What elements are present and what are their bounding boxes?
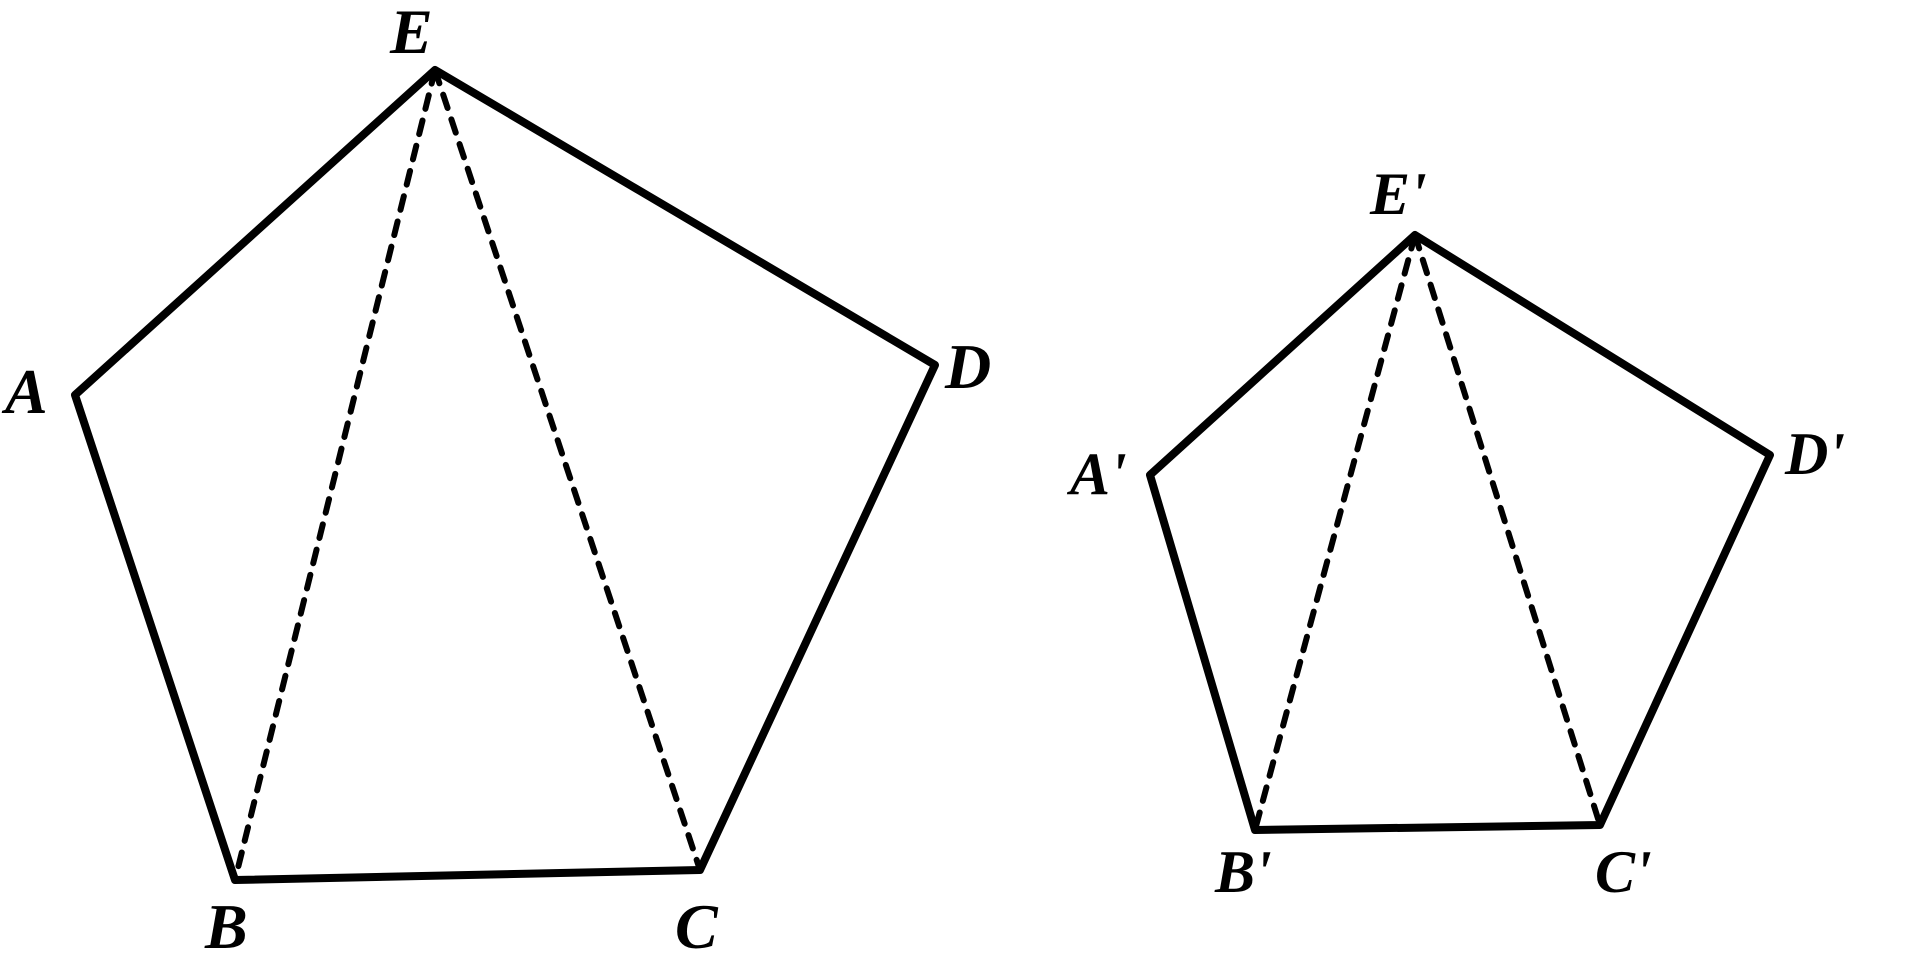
label-A-prime: A' bbox=[1070, 440, 1127, 509]
label-C-prime: C' bbox=[1595, 838, 1652, 907]
label-C: C bbox=[675, 890, 718, 964]
label-A: A bbox=[5, 355, 48, 429]
diagonal-large-EB bbox=[235, 70, 435, 880]
geometry-svg bbox=[0, 0, 1920, 969]
diagonal-small-EB bbox=[1255, 235, 1415, 830]
diagonal-small-EC bbox=[1415, 235, 1600, 825]
label-D-prime: D' bbox=[1785, 420, 1845, 489]
label-B: B bbox=[205, 890, 248, 964]
label-E: E bbox=[390, 0, 433, 69]
pentagon-small bbox=[1150, 235, 1770, 830]
pentagon-large bbox=[75, 70, 935, 880]
label-E-prime: E' bbox=[1370, 160, 1427, 229]
diagonal-large-EC bbox=[435, 70, 700, 870]
label-B-prime: B' bbox=[1215, 838, 1272, 907]
similar-pentagons-diagram: E A B C D E' A' B' C' D' bbox=[0, 0, 1920, 969]
label-D: D bbox=[945, 330, 991, 404]
